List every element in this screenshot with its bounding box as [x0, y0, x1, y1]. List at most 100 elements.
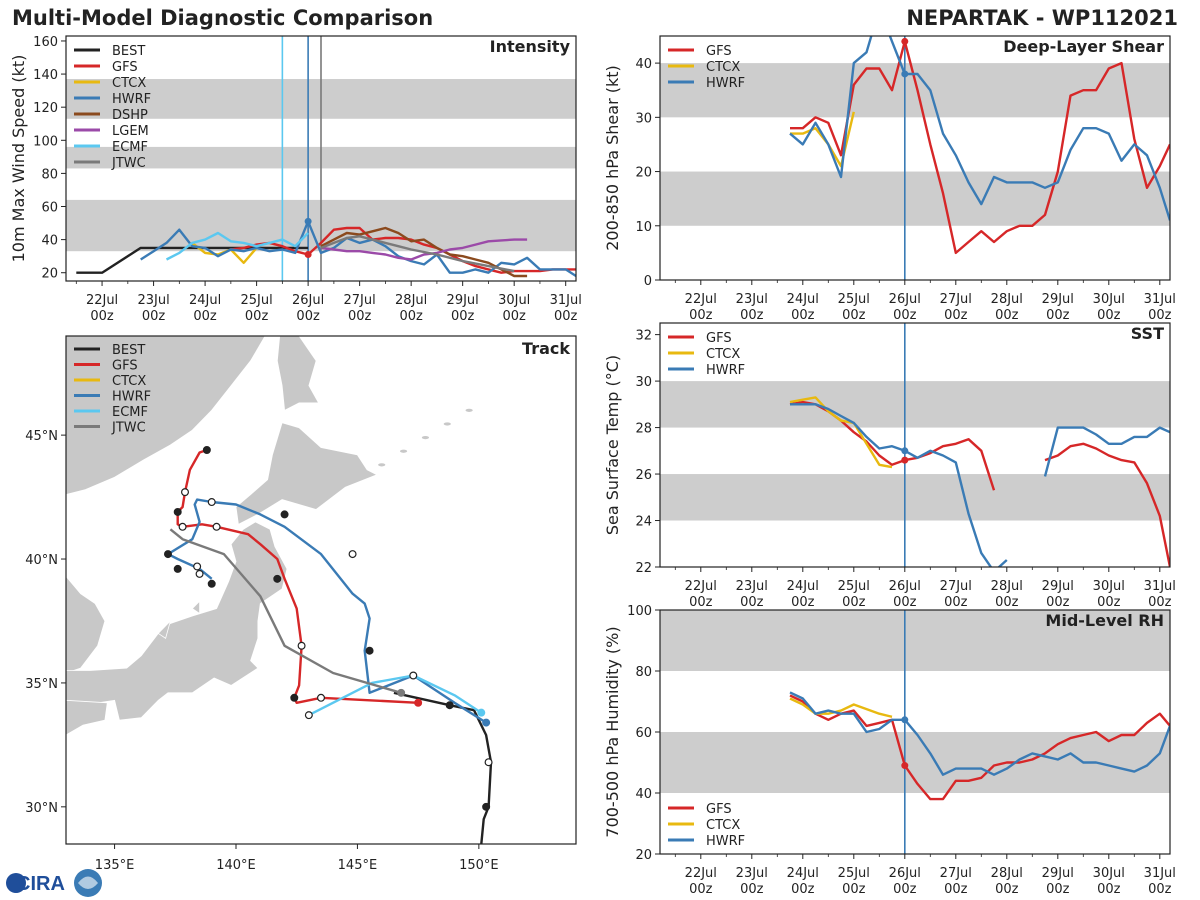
sst-ylabel: Sea Surface Temp (°C) — [603, 355, 622, 535]
intensity-init-point-gfs — [304, 251, 312, 259]
intensity-ytick-label: 20 — [41, 267, 58, 282]
intensity-xtick-hour-label: 00z — [399, 309, 423, 324]
shikoku-land — [66, 699, 108, 736]
rh-xtick-hour-label: 00z — [893, 882, 917, 897]
sst-xtick-day-label: 28Jul — [991, 579, 1023, 594]
sst-xtick-day-label: 27Jul — [940, 579, 972, 594]
shear-xtick-hour-label: 00z — [1148, 308, 1172, 323]
sst-plot-area — [660, 323, 1170, 567]
track-frame — [65, 335, 577, 845]
shear-xtick-hour-label: 00z — [689, 308, 713, 323]
track-position-marker — [482, 802, 491, 811]
intensity-xtick-hour-label: 00z — [451, 309, 475, 324]
shear-ytick-label: 20 — [635, 166, 652, 181]
sst-init-point-gfs — [901, 456, 909, 464]
intensity-legend-label-best: BEST — [112, 44, 145, 59]
shear-init-point-gfs — [901, 37, 909, 45]
sst-xtick-hour-label: 00z — [842, 595, 866, 610]
sst-legend-label-hwrf: HWRF — [706, 363, 745, 378]
shear-ytick-label: 30 — [635, 111, 652, 126]
shear-xtick-hour-label: 00z — [893, 308, 917, 323]
track-position-marker — [207, 579, 216, 588]
rh-xtick-day-label: 27Jul — [940, 866, 972, 881]
track-position-marker — [202, 445, 211, 454]
rh-plot-area — [660, 610, 1170, 854]
shear-init-point-hwrf — [901, 70, 909, 78]
intensity-xtick-day-label: 30Jul — [498, 293, 530, 308]
track-legend-label-hwrf: HWRF — [112, 390, 151, 405]
intensity-xtick-day-label: 27Jul — [344, 293, 376, 308]
sst-xtick-day-label: 31Jul — [1144, 579, 1176, 594]
rh-series-hwrf — [789, 691, 1170, 776]
shear-legend-label-ctcx: CTCX — [706, 60, 740, 75]
rh-xtick-day-label: 25Jul — [838, 866, 870, 881]
rh-xtick-hour-label: 00z — [1097, 882, 1121, 897]
shear-ytick-label: 40 — [635, 57, 652, 72]
rh-xtick-day-label: 26Jul — [889, 866, 921, 881]
shear-series-gfs — [790, 40, 1170, 255]
track-series-jtwc — [169, 528, 402, 694]
intensity-xtick-hour-label: 00z — [296, 309, 320, 324]
track-position-marker — [304, 711, 313, 720]
intensity-ylabel: 10m Max Wind Speed (kt) — [9, 55, 28, 263]
rh-xtick-day-label: 29Jul — [1042, 866, 1074, 881]
sst-ytick-label: 28 — [635, 422, 652, 437]
track-position-marker — [397, 688, 406, 697]
track-position-marker — [195, 569, 204, 578]
shear-panel: 01020304022Jul00z23Jul00z24Jul00z25Jul00… — [603, 35, 1176, 323]
rh-init-point-hwrf — [901, 716, 909, 724]
track-series-ecmf — [308, 674, 482, 717]
track-lat-label: 35°N — [25, 677, 58, 692]
intensity-legend-label-ctcx: CTCX — [112, 76, 146, 91]
rh-xtick-day-label: 24Jul — [787, 866, 819, 881]
sst-ytick-label: 32 — [635, 329, 652, 344]
sst-xtick-day-label: 26Jul — [889, 579, 921, 594]
rh-xtick-day-label: 23Jul — [736, 866, 768, 881]
track-position-marker — [193, 562, 202, 571]
intensity-xtick-day-label: 29Jul — [447, 293, 479, 308]
track-title: Track — [522, 339, 570, 358]
shear-xtick-day-label: 27Jul — [940, 292, 972, 307]
sst-xtick-day-label: 22Jul — [685, 579, 717, 594]
rh-ytick-label: 100 — [627, 604, 652, 619]
track-position-marker — [297, 641, 306, 650]
intensity-xtick-hour-label: 00z — [502, 309, 526, 324]
track-lat-label: 30°N — [25, 801, 58, 816]
intensity-xtick-hour-label: 00z — [142, 309, 166, 324]
intensity-xtick-day-label: 28Jul — [395, 293, 427, 308]
intensity-ytick-label: 100 — [33, 134, 58, 149]
shear-xtick-hour-label: 00z — [944, 308, 968, 323]
intensity-series-best — [76, 246, 309, 274]
sst-shade-band — [660, 474, 1170, 521]
intensity-legend-label-gfs: GFS — [112, 60, 138, 75]
shear-xtick-hour-label: 00z — [995, 308, 1019, 323]
rh-xtick-hour-label: 00z — [791, 882, 815, 897]
rh-ylabel: 700-500 hPa Humidity (%) — [603, 626, 622, 837]
rh-init-point-gfs — [901, 762, 909, 770]
shear-plot-area — [660, 36, 1170, 280]
shear-ylabel: 200-850 hPa Shear (kt) — [603, 65, 622, 251]
track-position-marker — [280, 510, 289, 519]
intensity-series-dshp — [320, 226, 528, 278]
sst-ytick-label: 26 — [635, 468, 652, 483]
intensity-xtick-day-label: 24Jul — [189, 293, 221, 308]
sst-frame — [659, 322, 1171, 568]
intensity-ytick-label: 160 — [33, 35, 58, 50]
sst-xtick-hour-label: 00z — [893, 595, 917, 610]
shear-xtick-hour-label: 00z — [842, 308, 866, 323]
track-position-marker — [484, 758, 493, 767]
rh-panel: 2040608010022Jul00z23Jul00z24Jul00z25Jul… — [603, 604, 1176, 897]
logo-text: CIRA — [16, 873, 65, 895]
shear-xtick-day-label: 23Jul — [736, 292, 768, 307]
track-legend-label-ctcx: CTCX — [112, 374, 146, 389]
rh-ytick-label: 60 — [635, 726, 652, 741]
kuril-island-land — [464, 407, 474, 413]
mainland-land — [66, 336, 266, 496]
rh-title: Mid-Level RH — [1045, 611, 1164, 630]
sst-series-ctcx — [789, 396, 893, 469]
intensity-legend-label-jtwc: JTWC — [111, 156, 146, 171]
shear-ytick-label: 10 — [635, 220, 652, 235]
sst-xtick-hour-label: 00z — [689, 595, 713, 610]
rh-ytick-label: 80 — [635, 665, 652, 680]
sst-xtick-hour-label: 00z — [791, 595, 815, 610]
